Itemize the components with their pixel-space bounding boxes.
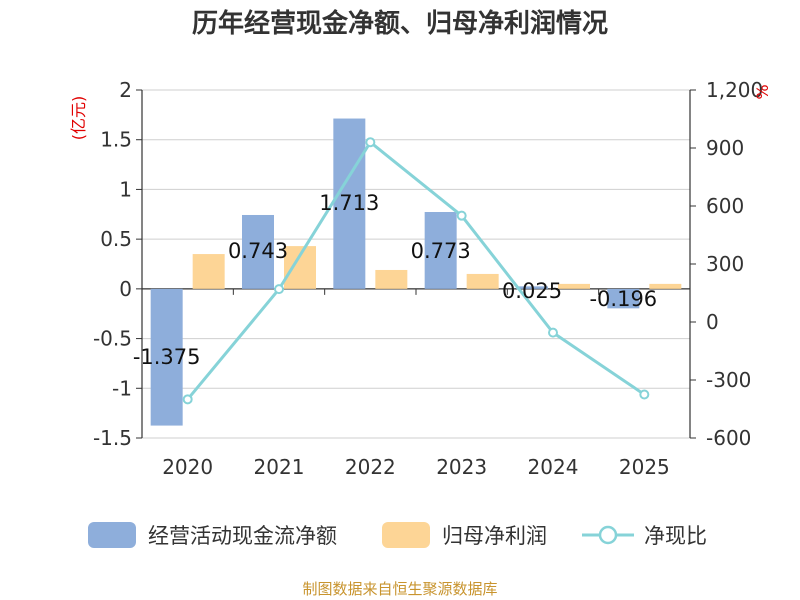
cash-flow-bar: [242, 214, 274, 289]
left-tick-label: -1.5: [93, 426, 132, 450]
legend-label: 净现比: [644, 524, 707, 548]
bars: [150, 118, 682, 426]
right-axis-unit: %: [753, 84, 772, 99]
right-tick-label: -300: [706, 368, 751, 392]
x-tick-label: 2021: [254, 455, 305, 479]
left-tick-label: 2: [119, 78, 132, 102]
legend-item-ratio[interactable]: 净现比: [582, 524, 707, 548]
ratio-point: [639, 389, 650, 400]
net-profit-bar: [649, 283, 682, 289]
right-tick-label: -600: [706, 426, 751, 450]
left-tick-label: 1.5: [100, 128, 132, 152]
cash-flow-data-label: 0.773: [411, 239, 471, 263]
net-profit-bar: [466, 273, 499, 289]
ratio-point: [548, 327, 558, 338]
cash-flow-bar: [150, 288, 183, 426]
cash-flow-data-label: 0.743: [228, 239, 288, 263]
net-profit-bar: [192, 254, 225, 289]
x-tick-label: 2024: [528, 455, 579, 479]
left-tick-label: 0.5: [100, 227, 132, 251]
legend-marker: [598, 525, 618, 545]
x-tick-label: 2022: [345, 455, 396, 479]
ratio-point: [182, 394, 193, 405]
cash-flow-data-label: -1.375: [133, 345, 201, 369]
left-tick-label: -1: [112, 376, 132, 400]
cash-flow-data-label: -0.196: [589, 287, 657, 311]
cash-flow-bar: [424, 211, 457, 289]
right-tick-label: 1,200: [706, 78, 763, 102]
cash-flow-bar: [333, 118, 366, 289]
ratio-point: [365, 137, 376, 148]
legend-label: 归母净利润: [442, 524, 547, 548]
cash-flow-data-label: 0.025: [502, 279, 562, 303]
x-tick-label: 2020: [162, 455, 213, 479]
ratio-line: [182, 137, 650, 405]
legend-swatch: [88, 522, 136, 548]
legend-label: 经营活动现金流净额: [148, 524, 337, 548]
ratio-line-path: [186, 139, 646, 401]
legend-item-net-profit[interactable]: 归母净利润: [382, 522, 547, 548]
right-tick-label: 300: [706, 252, 744, 276]
right-tick-label: 900: [706, 136, 744, 160]
x-tick-label: 2025: [619, 455, 670, 479]
chart-title: 历年经营现金净额、归母净利润情况: [192, 8, 608, 39]
left-tick-label: 0: [119, 277, 132, 301]
cash-flow-bar: [607, 288, 640, 309]
left-tick-label: -0.5: [93, 327, 132, 351]
ratio-point: [274, 284, 284, 295]
x-tick-label: 2023: [436, 455, 487, 479]
cash-flow-data-label: 1.713: [319, 191, 379, 215]
net-profit-bar: [558, 283, 590, 289]
right-tick-label: 600: [706, 194, 744, 218]
left-tick-label: 1: [119, 177, 132, 201]
net-profit-bar: [375, 269, 408, 289]
source-note: 制图数据来自恒生聚源数据库: [302, 580, 497, 598]
legend[interactable]: 经营活动现金流净额 归母净利润 净现比: [88, 522, 707, 548]
ratio-point: [456, 210, 467, 221]
left-axis-unit: (亿元): [69, 96, 88, 141]
data-labels: -1.375 0.743 1.713 0.773 0.025 -0.196: [133, 191, 657, 369]
axes: 2 1.5 1 0.5 0 -0.5 -1 -1.5 1,200 900 600 300 0 -300 -6…: [69, 78, 772, 479]
legend-swatch: [382, 522, 430, 548]
right-tick-label: 0: [706, 310, 719, 334]
cash-flow-bar: [516, 286, 548, 289]
legend-item-cash-flow[interactable]: 经营活动现金流净额: [88, 522, 337, 548]
